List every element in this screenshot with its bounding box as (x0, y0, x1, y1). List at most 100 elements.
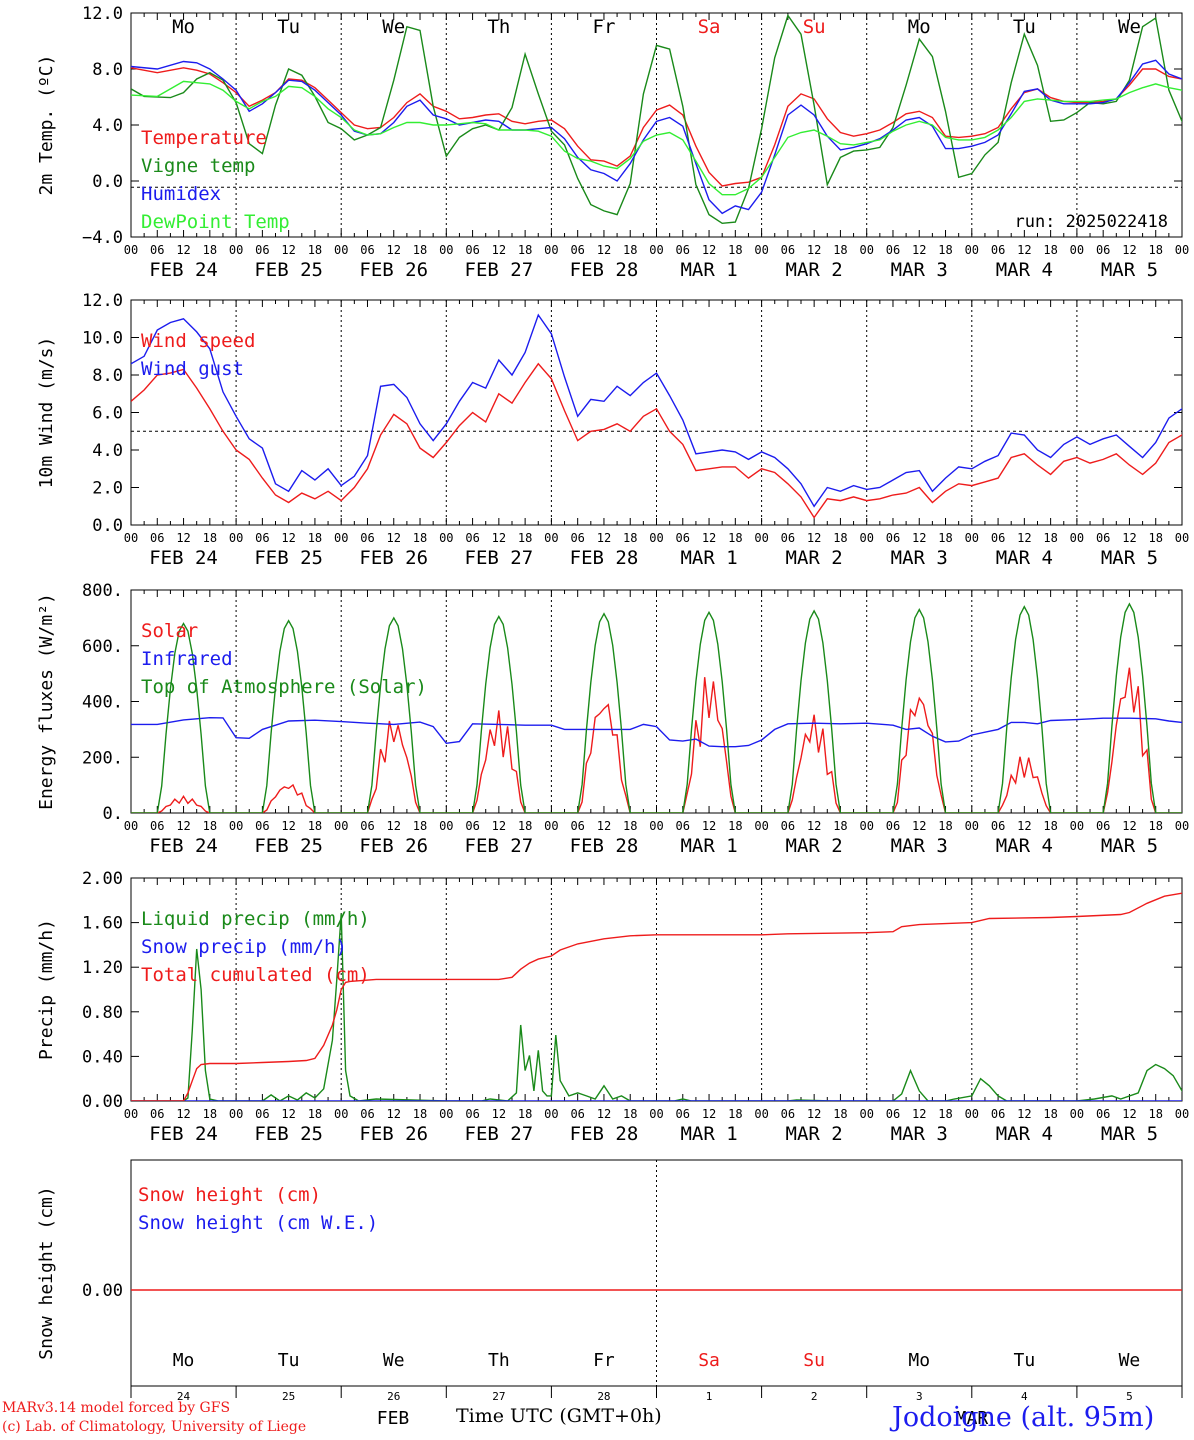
series-line (131, 362, 1182, 519)
hour-tick-label: 00 (754, 243, 768, 257)
hour-tick-label: 00 (965, 531, 979, 545)
weekday-label: Th (488, 1350, 510, 1371)
hour-tick-label: 12 (387, 819, 401, 833)
date-label: MAR 3 (891, 259, 948, 281)
y-tick-label: 8.0 (92, 366, 123, 386)
hour-tick-label: 18 (518, 531, 532, 545)
hour-tick-label: 18 (833, 531, 847, 545)
hour-tick-label: 12 (807, 531, 821, 545)
weekday-label: Tu (278, 1350, 300, 1371)
hour-tick-label: 00 (229, 819, 243, 833)
date-label: MAR 1 (680, 835, 737, 857)
hour-tick-label: 06 (781, 819, 795, 833)
hour-tick-label: 12 (176, 819, 190, 833)
hour-tick-label: 06 (991, 243, 1005, 257)
date-label: MAR 4 (996, 259, 1053, 281)
weekday-label: Su (803, 1350, 825, 1371)
date-label: MAR 4 (996, 835, 1053, 857)
series-line (131, 716, 1182, 748)
hour-tick-label: 06 (465, 243, 479, 257)
hour-tick-label: 06 (360, 243, 374, 257)
hour-tick-label: 18 (938, 819, 952, 833)
date-label: FEB 28 (570, 835, 639, 857)
hour-tick-label: 12 (492, 243, 506, 257)
date-label: FEB 25 (254, 835, 323, 857)
date-label: MAR 5 (1101, 259, 1158, 281)
weekday-label: Sa (698, 1350, 720, 1371)
hour-tick-label: 06 (255, 243, 269, 257)
hour-tick-label: 12 (1122, 531, 1136, 545)
hour-tick-label: 12 (807, 243, 821, 257)
hour-tick-label: 00 (334, 243, 348, 257)
hour-tick-label: 18 (308, 1107, 322, 1121)
y-tick-label: 1.20 (82, 958, 123, 978)
date-label: FEB 25 (254, 259, 323, 281)
legend-entry: Liquid precip (mm/h) (141, 908, 370, 930)
date-label: FEB 28 (570, 1123, 639, 1145)
hour-tick-label: 18 (1043, 531, 1057, 545)
hour-tick-label: 12 (387, 243, 401, 257)
hour-tick-label: 06 (570, 819, 584, 833)
hour-tick-label: 12 (281, 531, 295, 545)
hour-tick-label: 12 (492, 531, 506, 545)
weekday-label: Tu (1014, 1350, 1036, 1371)
hour-tick-label: 00 (334, 531, 348, 545)
y-axis-title: Snow height (cm) (36, 1186, 57, 1359)
hour-tick-label: 18 (728, 243, 742, 257)
weekday-label: We (1118, 16, 1141, 38)
date-label: MAR 3 (891, 835, 948, 857)
legend-entry: Snow height (cm) (138, 1184, 321, 1206)
hour-tick-label: 06 (360, 819, 374, 833)
credits-line-1: MARv3.14 model forced by GFS (2, 1400, 231, 1416)
day-number-label: 25 (282, 1390, 295, 1403)
hour-tick-label: 12 (176, 531, 190, 545)
hour-tick-label: 06 (255, 1107, 269, 1121)
hour-tick-label: 18 (308, 819, 322, 833)
weekday-label: Fr (593, 16, 616, 38)
hour-tick-label: 00 (439, 531, 453, 545)
weekday-label: Mo (172, 16, 195, 38)
date-label: MAR 4 (996, 1123, 1053, 1145)
hour-tick-label: 06 (676, 819, 690, 833)
hour-tick-label: 18 (833, 1107, 847, 1121)
legend-entry: Temperature (141, 127, 267, 149)
y-tick-label: 12.0 (82, 291, 123, 311)
y-tick-label: 12.0 (82, 4, 123, 24)
series-line (131, 892, 1182, 1101)
hour-tick-label: 00 (439, 1107, 453, 1121)
hour-tick-label: 06 (886, 1107, 900, 1121)
hour-tick-label: 00 (1070, 819, 1084, 833)
hour-tick-label: 00 (544, 1107, 558, 1121)
date-label: MAR 2 (786, 547, 843, 569)
hour-tick-label: 18 (308, 531, 322, 545)
legend-entry: Snow precip (mm/h) (141, 936, 347, 958)
hour-tick-label: 12 (912, 243, 926, 257)
y-tick-label: 6.0 (92, 404, 123, 424)
hour-tick-label: 00 (229, 243, 243, 257)
date-label: FEB 28 (570, 259, 639, 281)
hour-tick-label: 06 (150, 1107, 164, 1121)
hour-tick-label: 06 (465, 819, 479, 833)
hour-tick-label: 18 (1043, 243, 1057, 257)
y-tick-label: 400. (82, 693, 123, 713)
hour-tick-label: 18 (728, 1107, 742, 1121)
day-number-label: 26 (387, 1390, 400, 1403)
y-axis-title: Precip (mm/h) (36, 919, 57, 1060)
hour-tick-label: 00 (1070, 531, 1084, 545)
weekday-label: Su (803, 16, 826, 38)
series-line (131, 67, 1182, 187)
hour-tick-label: 18 (203, 531, 217, 545)
legend-entry: Wind speed (141, 330, 255, 352)
hour-tick-label: 18 (833, 243, 847, 257)
hour-tick-label: 06 (1096, 531, 1110, 545)
hour-tick-label: 18 (938, 531, 952, 545)
hour-tick-label: 00 (1175, 531, 1189, 545)
hour-tick-label: 12 (387, 1107, 401, 1121)
hour-tick-label: 18 (203, 819, 217, 833)
hour-tick-label: 12 (912, 531, 926, 545)
hour-tick-label: 12 (281, 819, 295, 833)
y-axis-title: 10m Wind (m/s) (36, 337, 57, 489)
hour-tick-label: 12 (702, 531, 716, 545)
hour-tick-label: 12 (492, 819, 506, 833)
